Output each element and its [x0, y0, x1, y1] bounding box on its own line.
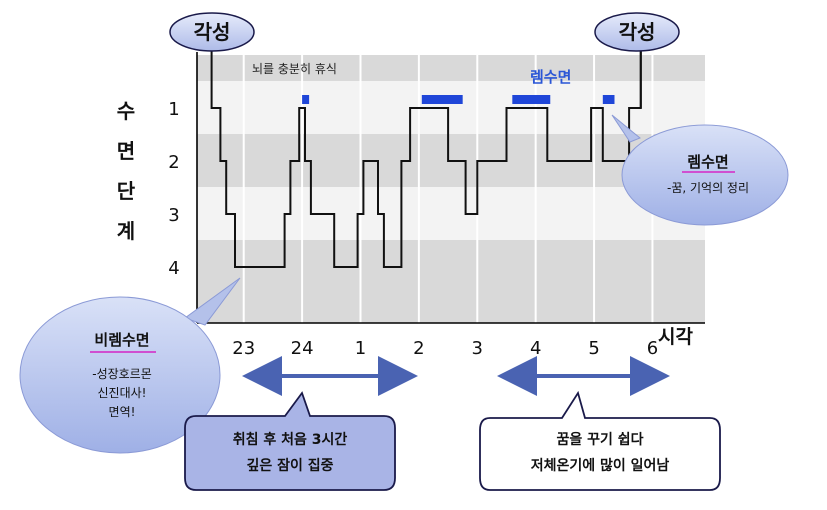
nonrem-line-1: -성장호르몬: [92, 367, 152, 381]
rem-markers: [302, 95, 615, 104]
x-tick-label: 5: [588, 338, 599, 359]
y-tick-labels: 1 2 3 4: [168, 99, 179, 279]
x-tick-label: 3: [472, 338, 483, 359]
x-tick-label: 4: [530, 338, 541, 359]
rem-callout: 렘수면 -꿈, 기억의 정리: [611, 114, 789, 226]
speech-right-line-1: 꿈을 꾸기 쉽다: [556, 432, 643, 448]
wake-left-label: 각성: [194, 20, 231, 44]
wake-right-label: 각성: [619, 20, 656, 44]
x-tick-label: 24: [291, 338, 314, 359]
nonrem-line-2: 신진대사!: [98, 386, 147, 400]
band-0: [197, 55, 705, 81]
rem-top-label: 렘수면: [530, 68, 571, 86]
rest-label: 뇌를 충분히 휴식: [252, 62, 337, 76]
rem-marker: [421, 95, 463, 104]
y-axis-label-char: 단: [117, 179, 136, 203]
rem-marker: [302, 95, 310, 104]
rem-marker: [602, 95, 615, 104]
speech-left-line-2: 깊은 잠이 집중: [246, 457, 333, 474]
y-tick-label: 1: [168, 99, 179, 120]
y-axis-label-char: 면: [117, 139, 135, 163]
band-3: [197, 187, 705, 240]
wake-left-bubble: 각성: [169, 12, 255, 52]
speech-box-right: 꿈을 꾸기 쉽다 저체온기에 많이 일어남: [479, 390, 721, 491]
speech-box-left: 취침 후 처음 3시간 깊은 잠이 집중: [184, 391, 396, 491]
x-tick-label: 23: [232, 338, 255, 359]
speech-left-line-1: 취침 후 처음 3시간: [233, 431, 348, 448]
y-tick-label: 4: [168, 258, 179, 279]
speech-right-line-2: 저체온기에 많이 일어남: [531, 457, 670, 474]
x-tick-label: 2: [413, 338, 424, 359]
x-tick-label: 6: [647, 338, 658, 359]
x-tick-label: 1: [355, 338, 366, 359]
band-5: [197, 293, 705, 323]
y-axis-label-char: 수: [117, 99, 135, 123]
sleep-stage-line: [208, 29, 642, 268]
x-axis-label: 시각: [658, 326, 693, 348]
nonrem-line-3: 면역!: [109, 405, 136, 419]
rem-callout-title: 렘수면: [687, 153, 728, 171]
y-axis-label-char: 계: [117, 219, 135, 243]
wake-right-bubble: 각성: [594, 12, 680, 52]
rem-marker: [512, 95, 551, 104]
nonrem-callout: 비렘수면 -성장호르몬 신진대사! 면역!: [19, 277, 241, 454]
y-tick-label: 3: [168, 205, 179, 226]
axes: [196, 52, 705, 324]
y-tick-label: 2: [168, 152, 179, 173]
nonrem-callout-title: 비렘수면: [94, 331, 149, 349]
x-tick-labels: 23 24 1 2 3 4 5 6: [232, 338, 658, 359]
rem-callout-text: -꿈, 기억의 정리: [667, 181, 749, 195]
